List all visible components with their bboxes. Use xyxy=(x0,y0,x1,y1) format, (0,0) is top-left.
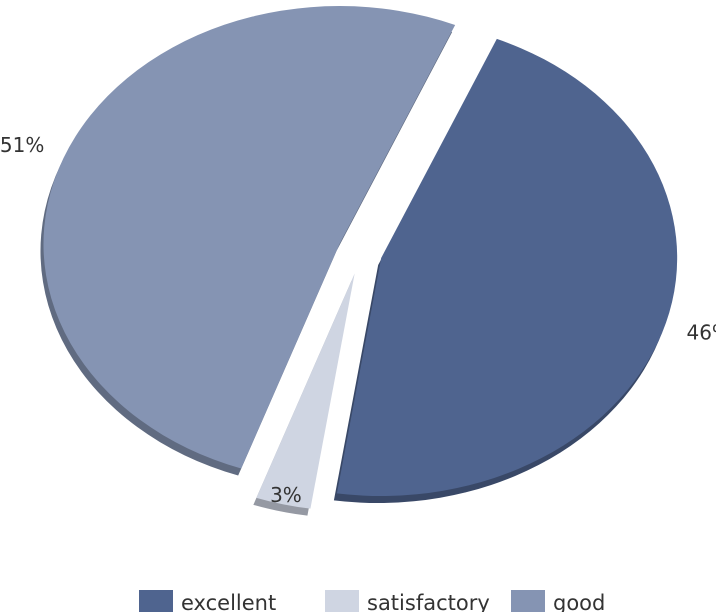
percentage-label-good: 51% xyxy=(0,133,44,157)
legend-label-excellent: excellent xyxy=(181,591,276,612)
slice-layer xyxy=(43,6,678,509)
legend-label-good: good xyxy=(553,591,605,612)
legend-item-satisfactory: satisfactory xyxy=(325,590,490,615)
percentage-label-satisfactory: 3% xyxy=(270,483,302,507)
legend-label-satisfactory: satisfactory xyxy=(367,591,490,612)
slice-excellent xyxy=(336,38,678,496)
legend-item-excellent: excellent xyxy=(139,590,276,615)
percentage-label-layer: 46% 3% 51% xyxy=(0,133,716,507)
slice-satisfactory xyxy=(256,273,355,509)
legend: excellent satisfactory good xyxy=(139,590,605,615)
legend-swatch-satisfactory xyxy=(325,590,359,614)
legend-swatch-good xyxy=(511,590,545,614)
legend-swatch-excellent xyxy=(139,590,173,614)
slice-good xyxy=(43,6,456,469)
legend-item-good: good xyxy=(511,590,605,615)
percentage-label-excellent: 46% xyxy=(686,321,716,345)
